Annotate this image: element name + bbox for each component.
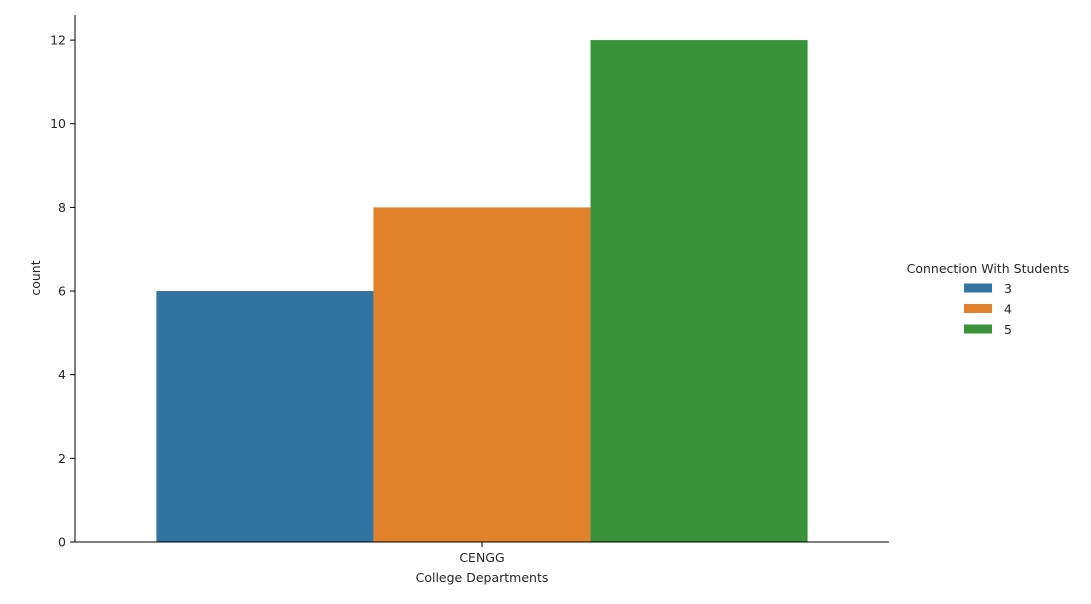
y-tick-label: 0 bbox=[58, 535, 66, 550]
y-tick-label: 10 bbox=[50, 116, 66, 131]
y-axis-label: count bbox=[28, 260, 43, 295]
bar-5 bbox=[590, 40, 808, 542]
legend-swatch-3 bbox=[964, 283, 992, 293]
bar-3 bbox=[156, 291, 374, 542]
legend-label-3: 3 bbox=[1004, 281, 1012, 296]
x-axis-label: College Departments bbox=[416, 570, 549, 585]
y-tick-label: 6 bbox=[58, 284, 66, 299]
x-axis-ticks: CENGG bbox=[459, 542, 505, 565]
legend-swatch-5 bbox=[964, 324, 992, 334]
y-tick-label: 12 bbox=[50, 33, 66, 48]
legend-title: Connection With Students bbox=[907, 261, 1070, 276]
y-tick-label: 4 bbox=[58, 367, 66, 382]
legend-items: 3 4 5 bbox=[964, 281, 1012, 337]
y-tick-label: 8 bbox=[58, 200, 66, 215]
y-axis-ticks: 0 2 4 6 8 10 12 bbox=[50, 33, 75, 550]
bars-group bbox=[156, 40, 808, 542]
legend-label-4: 4 bbox=[1004, 302, 1012, 317]
bar-4 bbox=[373, 207, 591, 542]
legend: Connection With Students 3 4 5 bbox=[907, 261, 1070, 337]
x-tick-label: CENGG bbox=[459, 550, 504, 565]
y-tick-label: 2 bbox=[58, 451, 66, 466]
legend-label-5: 5 bbox=[1004, 322, 1012, 337]
legend-swatch-4 bbox=[964, 304, 992, 313]
plot-area: 0 2 4 6 8 10 12 CENGG bbox=[50, 15, 889, 565]
